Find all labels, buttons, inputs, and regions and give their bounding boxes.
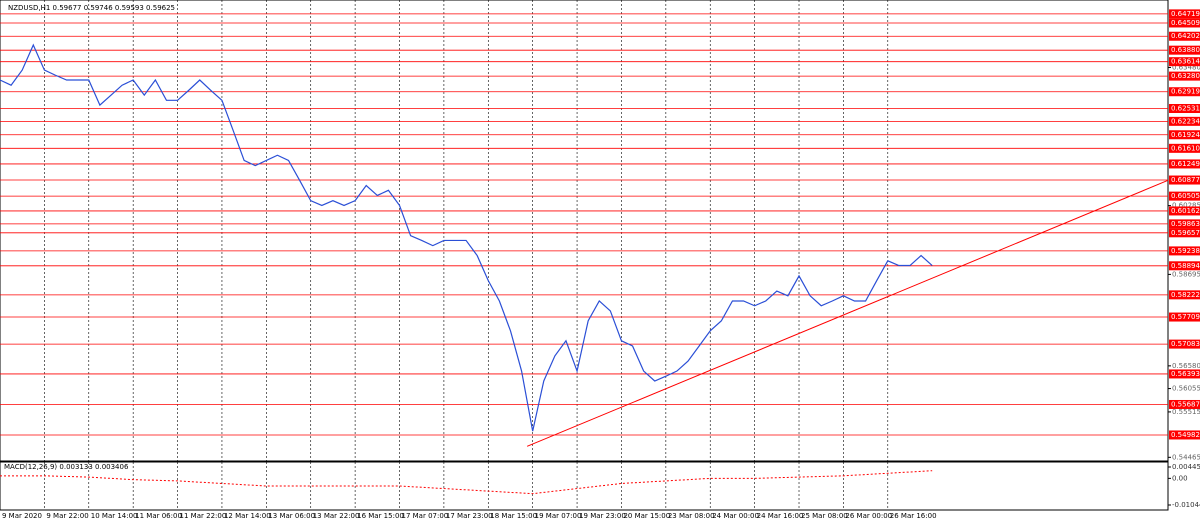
x-tick-label: 12 Mar 14:00 [224,512,271,520]
level-label: 0.55687 [1171,400,1200,408]
level-tag [1169,18,1200,28]
level-label: 0.60505 [1171,192,1200,200]
y-tick-label: 0.56055 [1172,385,1200,393]
x-tick-label: 17 Mar 07:00 [402,512,449,520]
level-tag [1169,9,1200,19]
level-label: 0.62531 [1171,105,1200,113]
x-tick-label: 13 Mar 22:00 [313,512,360,520]
macd-title: MACD(12,26,9) 0.003133 0.003406 [4,463,129,471]
level-label: 0.63880 [1171,46,1200,54]
x-tick-label: 13 Mar 06:00 [268,512,315,520]
level-label: 0.60877 [1171,176,1200,184]
plot-frame [0,0,1169,462]
level-label: 0.61924 [1171,131,1200,139]
x-tick-label: 19 Mar 07:00 [535,512,582,520]
level-tag [1169,191,1200,201]
y-tick-label: 0.60285 [1172,202,1200,210]
level-label: 0.62919 [1171,88,1200,96]
level-tag [1169,116,1200,126]
level-tag [1169,228,1200,238]
trendline [526,179,1169,447]
x-tick-label: 26 Mar 00:00 [845,512,892,520]
level-tag [1169,57,1200,67]
level-tag [1169,339,1200,349]
level-label: 0.54982 [1171,431,1200,439]
level-label: 0.59863 [1171,220,1200,228]
level-tag [1169,130,1200,140]
level-tag [1169,45,1200,55]
macd-tick-label: 0.00 [1172,474,1188,482]
level-label: 0.62234 [1171,117,1200,125]
x-tick-label: 11 Mar 06:00 [135,512,182,520]
macd-tick-label: 0.004459 [1172,463,1200,471]
x-tick-label: 23 Mar 08:00 [668,512,715,520]
level-label: 0.63280 [1171,72,1200,80]
x-tick-label: 24 Mar 16:00 [757,512,804,520]
x-tick-label: 9 Mar 22:00 [46,512,88,520]
macd-tick-label: -0.010448 [1172,501,1200,509]
x-tick-label: 26 Mar 16:00 [890,512,937,520]
level-tag [1169,175,1200,185]
x-tick-label: 16 Mar 15:00 [357,512,404,520]
level-label: 0.64202 [1171,32,1200,40]
level-label: 0.61610 [1171,144,1200,152]
level-label: 0.61249 [1171,160,1200,168]
level-label: 0.58222 [1171,291,1200,299]
x-tick-label: 20 Mar 15:00 [623,512,670,520]
level-label: 0.63614 [1171,58,1200,66]
level-label: 0.60162 [1171,207,1200,215]
level-tag [1169,246,1200,256]
x-tick-label: 19 Mar 23:00 [579,512,626,520]
level-tag [1169,159,1200,169]
y-tick-label: 0.58695 [1172,270,1200,278]
macd-frame [0,461,1169,511]
level-label: 0.57709 [1171,313,1200,321]
x-tick-label: 24 Mar 00:00 [712,512,759,520]
level-tag [1169,143,1200,153]
level-label: 0.56393 [1171,370,1200,378]
y-tick-label: 0.56580 [1172,362,1200,370]
x-tick-label: 17 Mar 23:00 [446,512,493,520]
y-tick-label: 0.54465 [1172,453,1200,461]
x-tick-label: 11 Mar 22:00 [180,512,227,520]
level-label: 0.59657 [1171,229,1200,237]
level-tag [1169,369,1200,379]
x-tick-label: 25 Mar 08:00 [801,512,848,520]
x-tick-label: 10 Mar 14:00 [91,512,138,520]
level-label: 0.59238 [1171,247,1200,255]
y-tick-label: 0.55515 [1172,408,1200,416]
level-tag [1169,87,1200,97]
x-tick-label: 9 Mar 2020 [2,512,42,520]
level-tag [1169,312,1200,322]
price-line [0,43,933,432]
level-tag [1169,219,1200,229]
level-tag [1169,104,1200,114]
level-tag [1169,71,1200,81]
y-tick-label: 0.63480 [1172,63,1200,71]
level-label: 0.64509 [1171,19,1200,27]
level-label: 0.58894 [1171,262,1200,270]
level-tag [1169,430,1200,440]
level-tag [1169,261,1200,271]
level-tag [1169,206,1200,216]
chart-title: NZDUSD,H1 0.59677 0.59746 0.59593 0.5962… [8,4,175,12]
level-tag [1169,290,1200,300]
level-label: 0.57083 [1171,340,1200,348]
level-tag [1169,399,1200,409]
level-tag [1169,31,1200,41]
x-tick-label: 18 Mar 15:00 [490,512,537,520]
level-label: 0.64719 [1171,10,1200,18]
